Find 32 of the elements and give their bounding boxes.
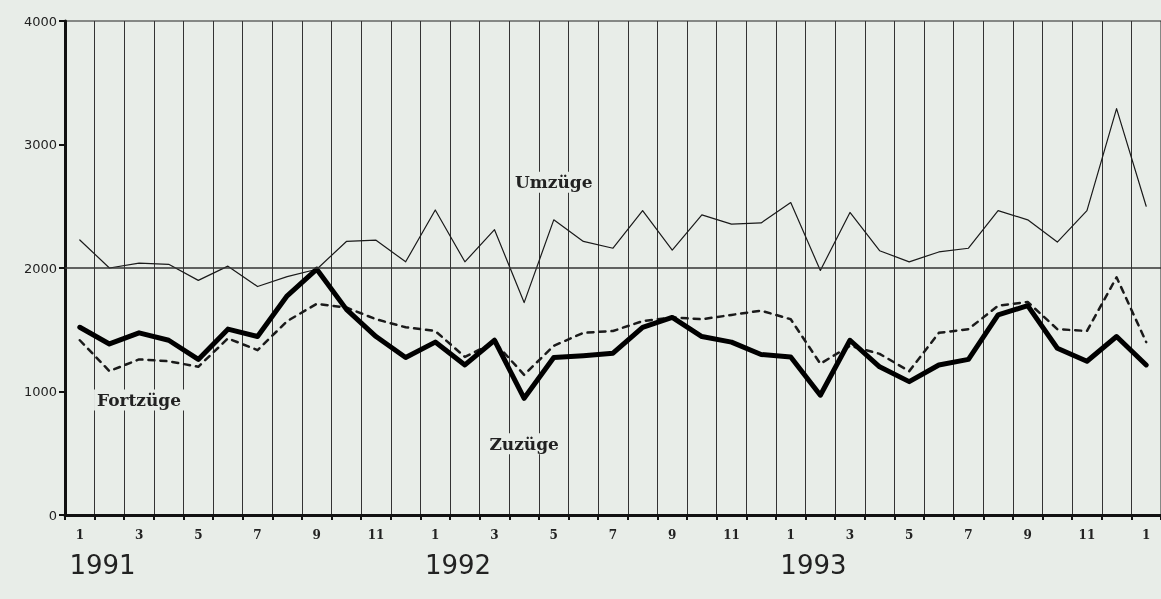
x-tick-label: 11 bbox=[367, 528, 385, 542]
text: Zuzüge bbox=[489, 433, 560, 454]
text: 1991 bbox=[69, 550, 136, 580]
x-tick-label: 1 bbox=[1142, 528, 1151, 542]
line-series bbox=[78, 276, 1148, 377]
x-tick-label: 11 bbox=[1078, 528, 1096, 542]
text: 1993 bbox=[780, 550, 847, 580]
x-tick-label: 11 bbox=[723, 528, 740, 542]
x-tick-label: 5 bbox=[905, 528, 914, 542]
series-label: Fortzüge bbox=[97, 389, 182, 410]
y-tick-label: 4000 bbox=[23, 13, 57, 29]
x-tick-label: 9 bbox=[1023, 528, 1032, 542]
text: Umzüge bbox=[514, 172, 593, 193]
x-tick-label: 9 bbox=[668, 528, 677, 542]
x-tick-label: 5 bbox=[194, 528, 203, 542]
y-tick-label: 3000 bbox=[23, 137, 57, 152]
y-tick-label: 0 bbox=[48, 507, 57, 523]
x-tick-label: 3 bbox=[490, 528, 499, 542]
x-tick-label: 7 bbox=[608, 528, 618, 542]
x-tick-label: 1 bbox=[786, 528, 795, 542]
text: 1992 bbox=[424, 550, 492, 580]
x-tick-label: 7 bbox=[253, 528, 262, 542]
x-tick-label: 1 bbox=[431, 528, 440, 542]
x-tick-label: 5 bbox=[549, 528, 558, 542]
x-tick-label: 9 bbox=[312, 528, 321, 542]
x-tick-label: 1 bbox=[75, 528, 84, 542]
x-tick-label: 3 bbox=[134, 528, 144, 542]
x-tick-label: 3 bbox=[845, 528, 855, 542]
y-tick-label: 2000 bbox=[23, 260, 57, 276]
line-series bbox=[79, 108, 1147, 304]
y-tick-label: 1000 bbox=[23, 384, 57, 399]
x-tick-label: 7 bbox=[964, 528, 973, 542]
